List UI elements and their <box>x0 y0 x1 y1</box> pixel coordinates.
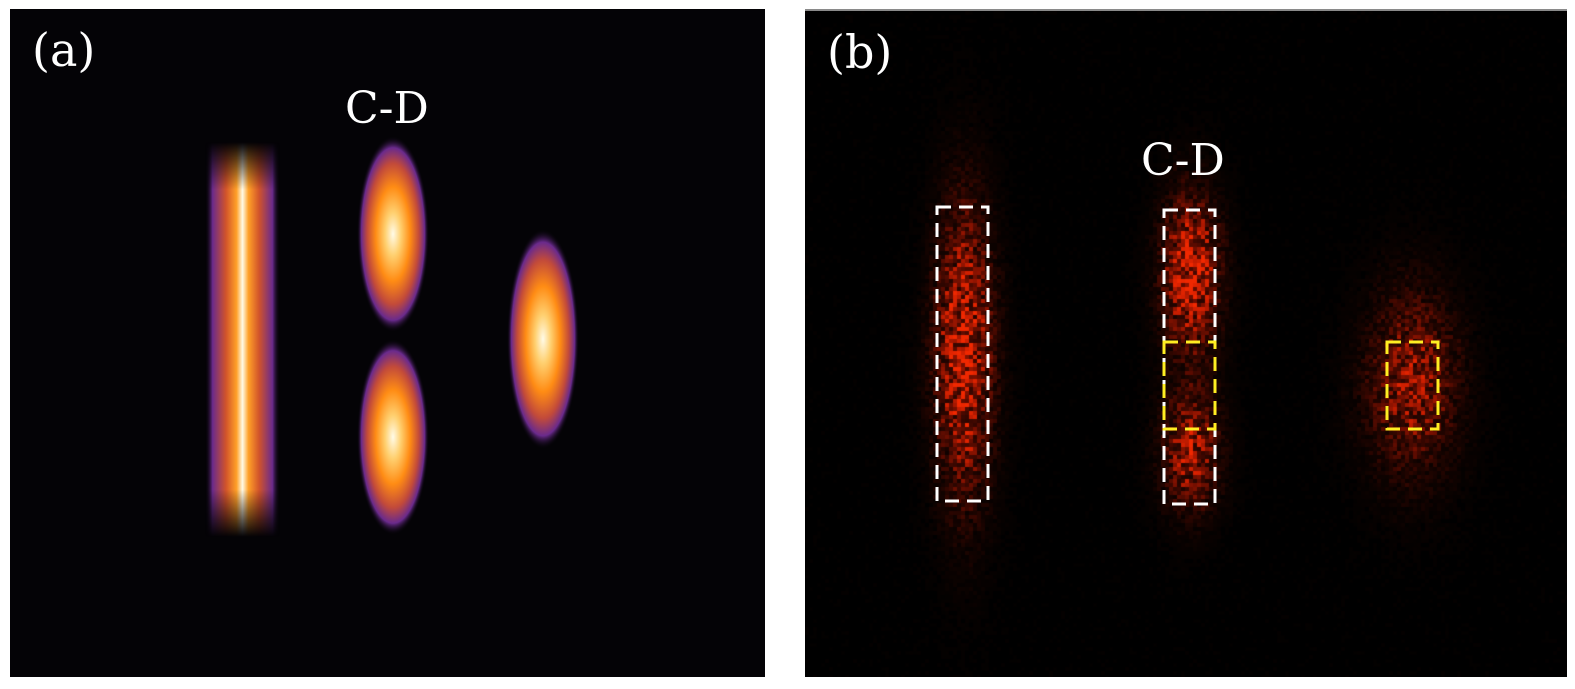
box-middle-yellow <box>1162 340 1217 431</box>
panel-b-title: C-D <box>1141 135 1225 186</box>
panel-b-measured-image: (b) C-D <box>805 9 1567 677</box>
panel-b-label: (b) <box>827 25 893 79</box>
panel-a-label: (a) <box>32 23 96 77</box>
panel-a-title: C-D <box>345 83 429 134</box>
lobe-left <box>205 142 280 537</box>
measured-speckle-image <box>805 11 1567 677</box>
lobe-right <box>507 229 579 449</box>
lobe-middle-lower <box>357 339 429 535</box>
lobe-middle-upper <box>357 136 429 332</box>
simulated-lobes <box>205 136 579 537</box>
box-left-white <box>935 205 990 503</box>
box-right-yellow <box>1385 340 1440 431</box>
region-boxes <box>935 205 1440 506</box>
panel-a-simulated-image: (a) C-D <box>10 9 765 677</box>
box-middle-white <box>1162 208 1217 506</box>
